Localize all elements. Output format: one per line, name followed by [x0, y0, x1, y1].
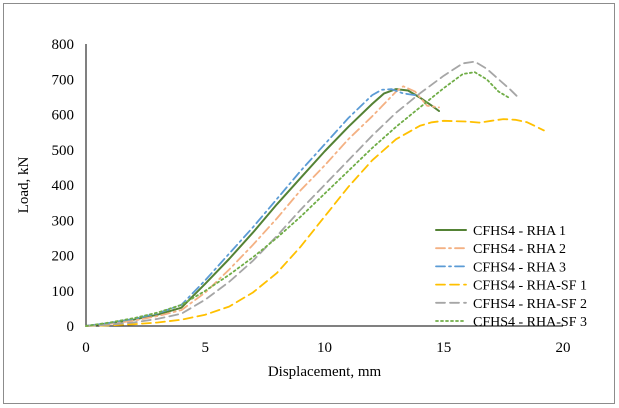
axes [85, 44, 563, 327]
series-3-line [85, 88, 417, 327]
x-tick-label: 0 [82, 340, 90, 356]
series-3-legend-label: CFHS4 - RHA 3 [473, 260, 566, 275]
series-6-line [85, 71, 512, 327]
series-4-legend-label: CFHS4 - RHA-SF 1 [473, 279, 587, 294]
series-lines [85, 60, 545, 327]
y-tick-label: 300 [52, 213, 75, 229]
y-tick-label: 600 [52, 108, 75, 124]
series-5-line [85, 60, 519, 327]
legend: CFHS4 - RHA 1 CFHS4 - RHA 2 CFHS4 - RHA 3 C… [435, 224, 587, 330]
series-6-legend-label: CFHS4 - RHA-SF 3 [473, 315, 587, 330]
x-axis-label: Displacement, mm [268, 364, 382, 380]
x-tick-label: 15 [436, 340, 451, 356]
y-tick-label: 400 [52, 178, 75, 194]
series-5-legend-label: CFHS4 - RHA-SF 2 [473, 297, 587, 312]
x-tick-label: 5 [202, 340, 210, 356]
x-tick-label: 10 [317, 340, 332, 356]
y-tick-label: 700 [52, 72, 75, 88]
tick-labels: 0 100 200 300 400 500 600 700 800 0 5 10 15 20 [52, 37, 571, 356]
y-tick-label: 200 [52, 249, 75, 265]
series-2-legend-label: CFHS4 - RHA 2 [473, 242, 566, 257]
y-tick-label: 0 [67, 319, 75, 335]
series-1-legend-label: CFHS4 - RHA 1 [473, 224, 566, 239]
line-chart: 0 100 200 300 400 500 600 700 800 0 5 10 15 20 CFHS4 … [16, 37, 587, 380]
x-tick-label: 20 [556, 340, 571, 356]
y-tick-label: 100 [52, 284, 75, 300]
y-axis-label: Load, kN [16, 157, 32, 214]
chart-frame: 0 100 200 300 400 500 600 700 800 0 5 10 15 20 CFHS4 … [3, 3, 615, 404]
series-4-line [85, 118, 545, 327]
y-tick-label: 500 [52, 143, 75, 159]
y-tick-label: 800 [52, 37, 75, 53]
series-2-line [85, 85, 440, 327]
series-1-line [85, 88, 440, 327]
